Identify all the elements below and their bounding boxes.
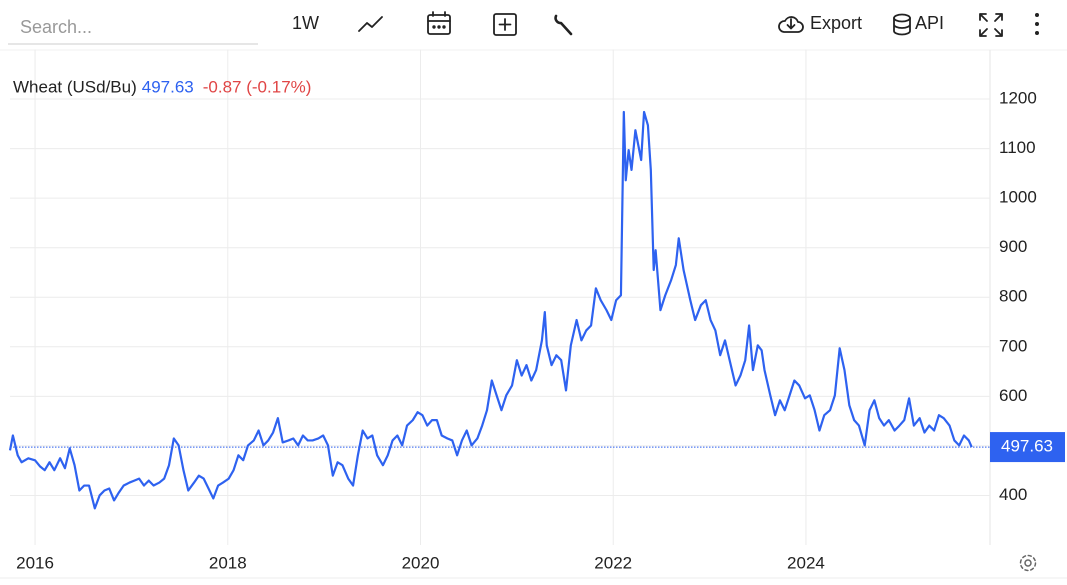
plot xyxy=(8,110,990,510)
series-name: Wheat (USd/Bu) xyxy=(13,77,137,96)
x-tick-label: 2020 xyxy=(402,553,440,572)
y-tick-label: 600 xyxy=(999,386,1027,405)
fullscreen-button[interactable] xyxy=(979,13,1003,37)
chart-type-button[interactable] xyxy=(358,16,383,32)
last-price: 497.63 xyxy=(142,77,194,96)
export-button[interactable]: Export xyxy=(810,13,862,33)
search-input[interactable]: Search... xyxy=(20,17,92,37)
api-button[interactable]: API xyxy=(915,13,944,33)
y-tick-label: 700 xyxy=(999,336,1027,355)
axis-settings-button[interactable] xyxy=(1019,554,1037,572)
y-tick-label: 1000 xyxy=(999,188,1037,207)
y-tick-label: 800 xyxy=(999,287,1027,306)
y-tick-label: 1100 xyxy=(999,138,1036,157)
price-change: -0.87 (-0.17%) xyxy=(203,77,312,96)
price-line xyxy=(8,110,973,510)
x-tick-label: 2022 xyxy=(594,553,632,572)
interval-button[interactable]: 1W xyxy=(292,13,319,33)
api-icon[interactable] xyxy=(893,13,911,36)
settings-tool-button[interactable] xyxy=(554,14,573,36)
last-price-badge xyxy=(990,432,1065,463)
x-tick-label: 2024 xyxy=(787,553,825,572)
grid xyxy=(10,49,990,545)
last-price-badge-label: 497.63 xyxy=(1001,437,1053,456)
date-range-button[interactable] xyxy=(427,11,451,35)
export-icon[interactable] xyxy=(778,16,804,33)
y-tick-label: 400 xyxy=(999,485,1027,504)
y-tick-label: 1200 xyxy=(999,89,1037,108)
more-menu-button[interactable] xyxy=(1035,13,1039,35)
x-tick-label: 2018 xyxy=(209,553,247,572)
y-tick-label: 900 xyxy=(999,237,1027,256)
x-tick-label: 2016 xyxy=(16,553,54,572)
compare-button[interactable] xyxy=(493,13,517,36)
